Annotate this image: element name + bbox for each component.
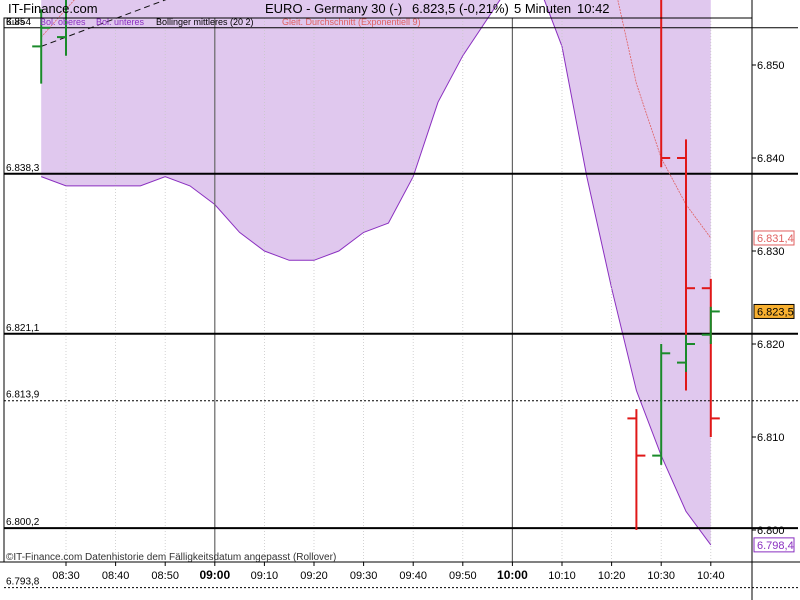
x-tick-label: 09:10 (251, 570, 279, 582)
x-tick-label: 09:00 (199, 568, 230, 582)
ohlc-bar (652, 344, 671, 465)
vertical-grid (65, 18, 712, 562)
instrument-title: EURO - Germany 30 (-) (265, 1, 402, 16)
x-tick-label: 09:50 (449, 570, 477, 582)
value-box-frame (753, 537, 795, 553)
ohlc-bar (701, 306, 720, 344)
y-tick-label: 6.850 (757, 60, 785, 72)
bollinger-lower-line (41, 0, 712, 546)
ohlc-bar (57, 0, 67, 56)
legend-bol-middle: Bollinger mittleres (20 2) (156, 17, 254, 27)
value-box-label: 6.831,4 (757, 233, 794, 245)
level-label: 6.813,9 (6, 390, 40, 401)
value-box-label: 6.823,5 (757, 306, 794, 318)
level-label: 6.854 (6, 17, 31, 28)
support-resistance-lines: 6.9276.920,26.874,16.8546.838,36.821,16.… (4, 17, 798, 589)
time: 10:42 (577, 1, 610, 16)
ohlc-bar (660, 0, 671, 168)
x-tick-label: 10:10 (548, 570, 576, 582)
value-box-frame (753, 230, 795, 246)
legend-ema: Gleit. Durchschnitt (Exponentiell 9) (282, 17, 421, 27)
legend-kurs: Kurs (6, 17, 25, 27)
value-box-label: 6.798,4 (757, 540, 794, 552)
level-label: 6.821,1 (6, 323, 40, 334)
quote: 6.823,5 (-0,21%) (412, 1, 509, 16)
ohlc-bar (701, 278, 720, 437)
ohlc-bar (677, 334, 695, 372)
y-tick-label: 6.840 (757, 153, 785, 165)
y-tick-label: 6.820 (757, 339, 785, 351)
x-tick-label: 10:20 (598, 570, 626, 582)
x-tick-label: 09:20 (300, 570, 328, 582)
site-name: IT-Finance.com (8, 1, 98, 16)
legend-bol-upper: Bol. oberes (40, 17, 86, 27)
footer-note: ©IT-Finance.com Datenhistorie dem Fällig… (6, 552, 336, 563)
y-tick-label: 6.810 (757, 432, 785, 444)
y-tick-label: 6.830 (757, 246, 785, 258)
x-tick-label: 09:40 (399, 570, 427, 582)
x-tick-label: 10:00 (497, 568, 528, 582)
value-box-current: 6.823,5 (753, 303, 795, 319)
value-box-ema: 6.831,4 (753, 230, 795, 246)
x-tick-label: 08:50 (151, 570, 179, 582)
legend-bol-lower: Bol. unteres (96, 17, 145, 27)
y-tick-label: 6.800 (757, 525, 785, 537)
level-label: 6.838,3 (6, 163, 40, 174)
x-tick-label: 08:30 (52, 570, 80, 582)
x-tick-label: 10:30 (647, 570, 675, 582)
ohlc-bar (627, 409, 646, 530)
ohlc-bar (32, 9, 51, 84)
interval: 5 Minuten (514, 1, 571, 16)
x-tick-label: 09:30 (350, 570, 378, 582)
x-tick-label: 10:40 (697, 570, 725, 582)
price-bars (32, 0, 720, 530)
bollinger-band (41, 0, 712, 546)
level-label: 6.800,2 (6, 517, 40, 528)
value-box-bol_lower: 6.798,4 (753, 537, 795, 553)
bollinger-band-fill (41, 0, 711, 545)
level-label: 6.793,8 (6, 577, 40, 588)
x-tick-label: 08:40 (102, 570, 130, 582)
value-box-frame (753, 303, 795, 319)
